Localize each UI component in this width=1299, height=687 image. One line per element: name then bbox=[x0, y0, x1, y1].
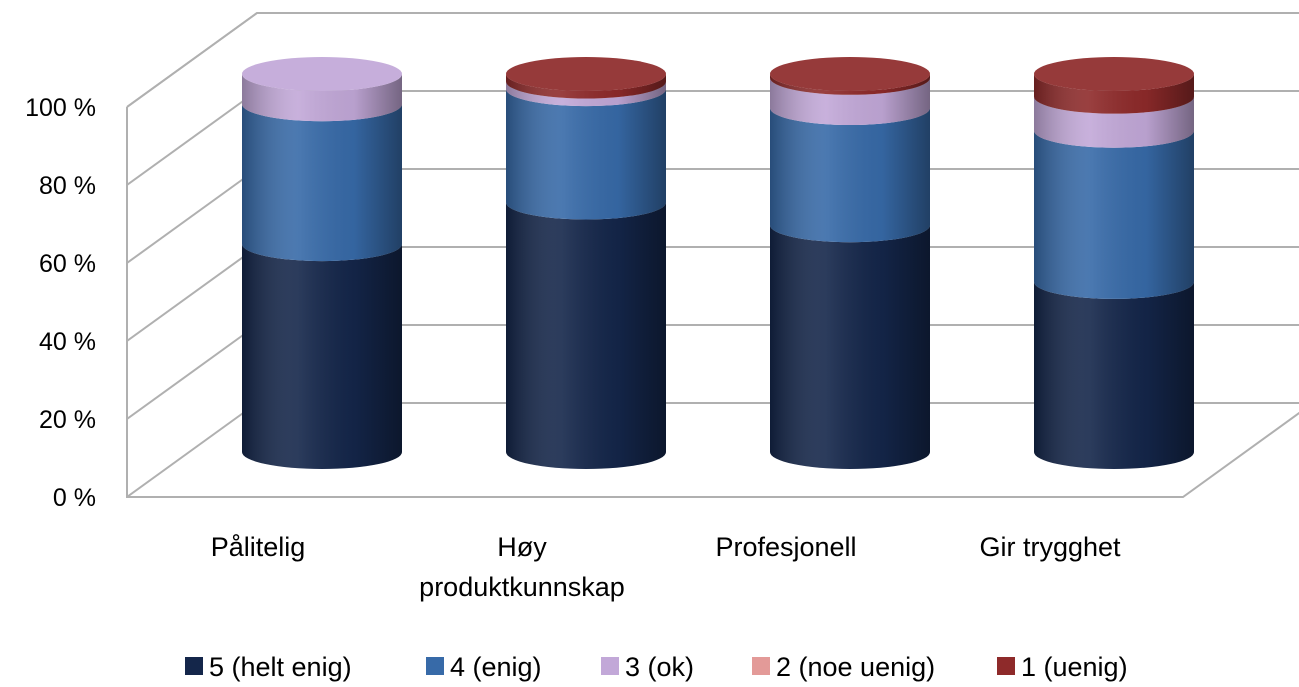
y-tick-label: 100 % bbox=[25, 94, 96, 122]
bar-stack bbox=[506, 57, 666, 469]
legend-label: 1 (uenig) bbox=[1021, 652, 1128, 682]
bar-top-cap bbox=[506, 57, 666, 91]
y-axis-ticks: 0 % 20 % 40 % 60 % 80 % 100 % bbox=[25, 94, 96, 512]
legend-label: 2 (noe uenig) bbox=[776, 652, 935, 682]
bar-shading bbox=[242, 74, 402, 469]
x-tick-label: Profesjonell bbox=[715, 532, 856, 562]
y-tick-label: 0 % bbox=[53, 484, 96, 512]
legend-swatch bbox=[997, 657, 1015, 675]
bar-shading bbox=[770, 74, 930, 469]
bar-top-cap bbox=[1034, 57, 1194, 91]
bar-shading bbox=[1034, 74, 1194, 469]
legend-swatch bbox=[752, 657, 770, 675]
y-tick-label: 20 % bbox=[39, 406, 96, 434]
bar-top-highlight bbox=[242, 57, 402, 91]
bar-top-highlight bbox=[1034, 57, 1194, 91]
y-tick-label: 40 % bbox=[39, 328, 96, 356]
y-tick-label: 80 % bbox=[39, 172, 96, 200]
x-tick-label: Høy produktkunnskap bbox=[419, 532, 625, 602]
gridline-diagonal bbox=[126, 168, 258, 264]
y-tick-label: 60 % bbox=[39, 250, 96, 278]
bar-top-highlight bbox=[770, 57, 930, 91]
bar-stack bbox=[770, 57, 930, 469]
gridline-diagonal bbox=[126, 246, 258, 342]
bar-top-highlight bbox=[506, 57, 666, 91]
legend-label: 4 (enig) bbox=[450, 652, 542, 682]
bar-stack bbox=[1034, 57, 1194, 469]
legend-swatch bbox=[426, 657, 444, 675]
bar-stack bbox=[242, 57, 402, 469]
floor-edge bbox=[126, 107, 1299, 498]
legend-label: 5 (helt enig) bbox=[209, 652, 352, 682]
legend-swatch bbox=[601, 657, 619, 675]
legend-swatch bbox=[185, 657, 203, 675]
bar-shading bbox=[506, 74, 666, 469]
bar-top-cap bbox=[242, 57, 402, 91]
x-tick-label: Gir trygghet bbox=[979, 532, 1121, 562]
x-axis-labels: Pålitelig Høy produktkunnskap Profesjonell G… bbox=[211, 532, 1121, 602]
x-tick-label: Pålitelig bbox=[211, 532, 306, 562]
legend-label: 3 (ok) bbox=[625, 652, 694, 682]
gridline-diagonal bbox=[126, 90, 258, 186]
gridline-diagonal bbox=[126, 12, 258, 108]
bars bbox=[242, 57, 1194, 469]
legend: 5 (helt enig) 4 (enig) 3 (ok) 2 (noe uenig)… bbox=[185, 652, 1128, 682]
gridline-diagonal bbox=[126, 324, 258, 420]
gridline-diagonal bbox=[126, 402, 258, 498]
bar-top-cap bbox=[770, 57, 930, 91]
